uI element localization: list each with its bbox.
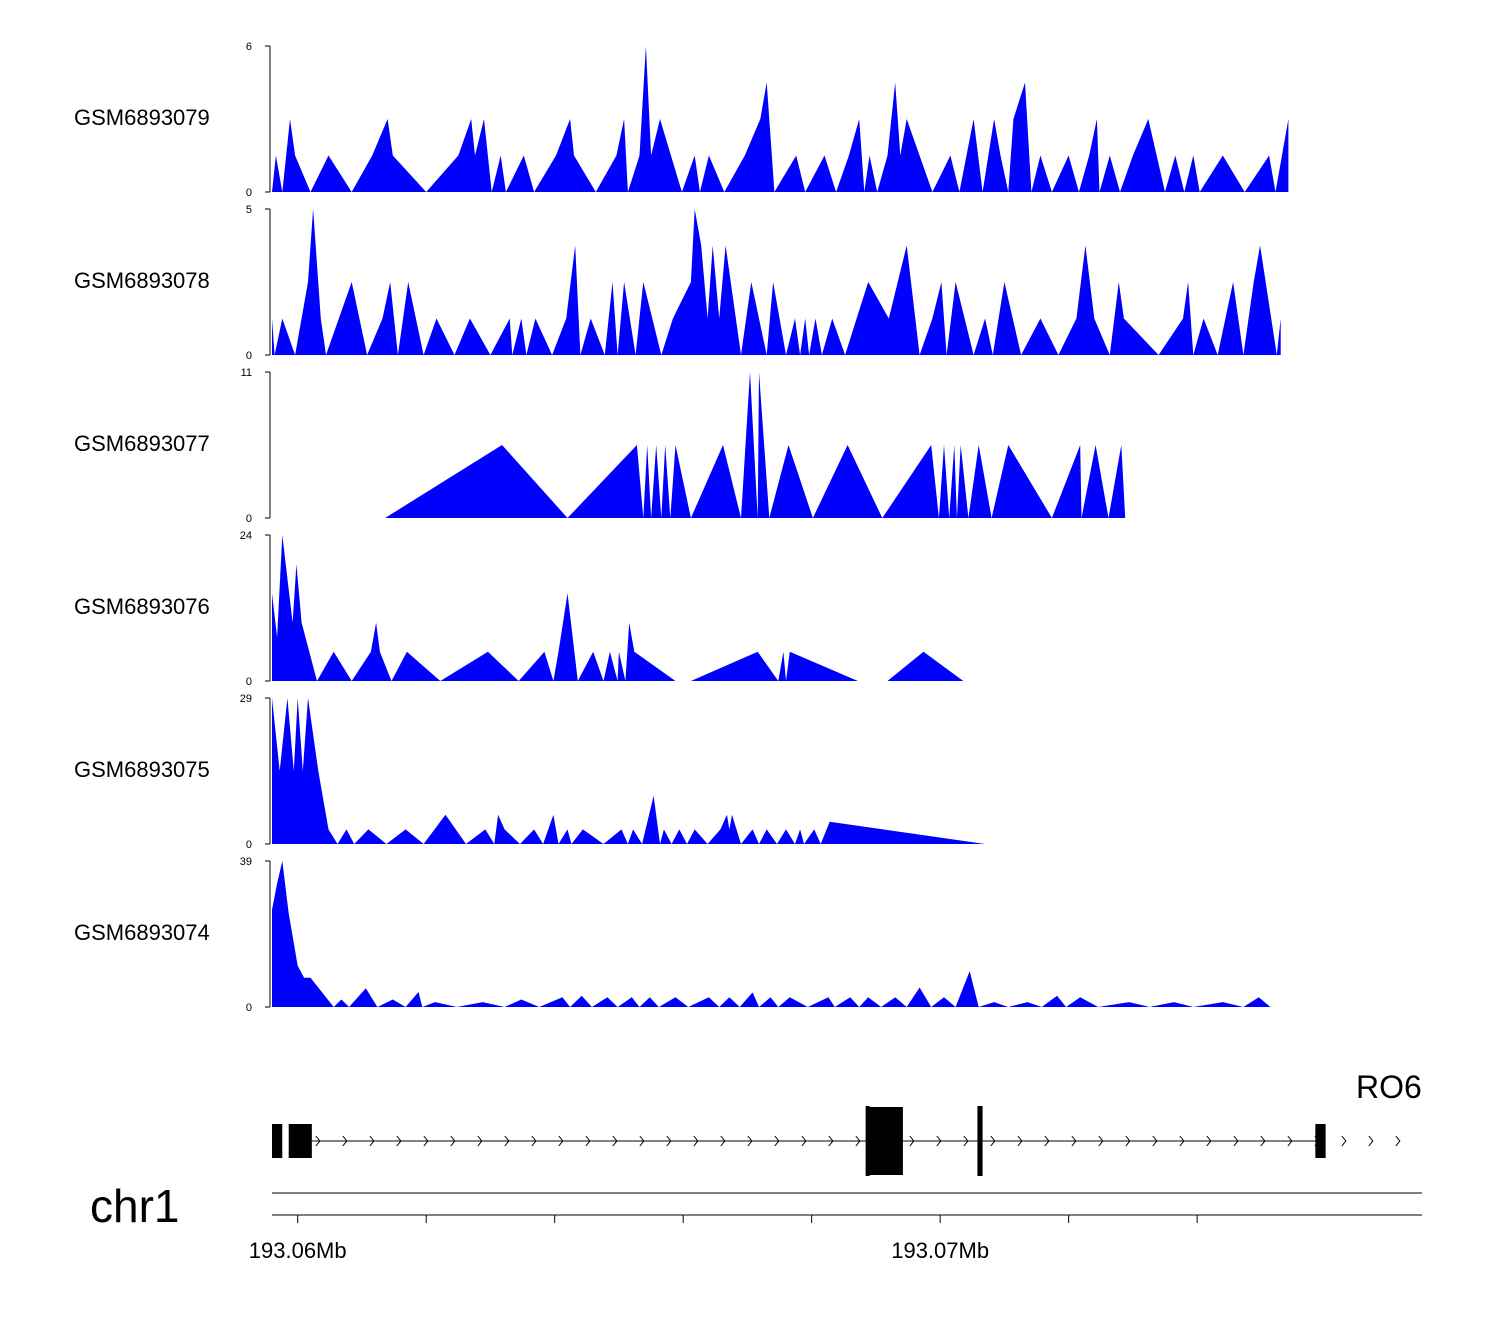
gene-exon <box>977 1106 983 1176</box>
coverage-area <box>272 535 1050 681</box>
y-max-label: 11 <box>241 367 252 379</box>
track-label: GSM6893078 <box>74 268 210 293</box>
strand-arrow <box>828 1135 834 1147</box>
track-label: GSM6893077 <box>74 431 210 456</box>
track-label: GSM6893074 <box>74 920 210 945</box>
gene-exon <box>272 1124 283 1158</box>
strand-arrow <box>963 1135 969 1147</box>
coverage-area <box>272 209 1281 355</box>
strand-arrow <box>1125 1135 1131 1147</box>
strand-arrow <box>1017 1135 1023 1147</box>
strand-arrow <box>747 1135 753 1147</box>
track-label: GSM6893079 <box>74 105 210 130</box>
strand-arrow <box>342 1135 348 1147</box>
track-GSM6893078: GSM6893078 5 0 <box>74 204 1281 362</box>
strand-arrow <box>423 1135 429 1147</box>
genome-axis: 193.06Mb 193.07Mb <box>249 1192 1422 1263</box>
strand-arrow <box>855 1135 861 1147</box>
y-max-label: 24 <box>240 530 252 542</box>
strand-arrow <box>1287 1135 1293 1147</box>
strand-arrow <box>1152 1135 1158 1147</box>
strand-arrow <box>558 1135 564 1147</box>
y-max-label: 29 <box>240 693 252 705</box>
strand-arrow <box>612 1135 618 1147</box>
strand-arrow <box>774 1135 780 1147</box>
track-label: GSM6893075 <box>74 757 210 782</box>
y-min-label: 0 <box>246 350 252 362</box>
strand-arrow <box>1341 1135 1347 1147</box>
strand-arrow <box>450 1135 456 1147</box>
strand-arrow <box>1098 1135 1104 1147</box>
strand-arrow <box>315 1135 321 1147</box>
coverage-area <box>272 698 986 844</box>
strand-arrow <box>396 1135 402 1147</box>
strand-arrow <box>1368 1135 1374 1147</box>
strand-arrow <box>909 1135 915 1147</box>
strand-arrow <box>1044 1135 1050 1147</box>
strand-arrow <box>1395 1135 1401 1147</box>
strand-arrow <box>1206 1135 1212 1147</box>
y-min-label: 0 <box>246 513 252 525</box>
track-GSM6893074: GSM6893074 39 0 <box>74 856 1271 1014</box>
strand-arrow <box>585 1135 591 1147</box>
strand-arrow <box>990 1135 996 1147</box>
track-GSM6893079: GSM6893079 6 0 <box>74 41 1289 199</box>
strand-arrow <box>1233 1135 1239 1147</box>
signal-tracks: GSM689307960GSM689307850GSM6893077110GSM… <box>74 41 1289 1014</box>
gene-annotation-track: RO6 <box>272 1069 1422 1176</box>
strand-arrow <box>720 1135 726 1147</box>
strand-arrow <box>936 1135 942 1147</box>
strand-arrow <box>504 1135 510 1147</box>
gene-exon <box>1315 1124 1326 1158</box>
gene-exon <box>288 1124 312 1158</box>
gene-exon <box>865 1106 870 1176</box>
track-GSM6893077: GSM6893077 11 0 <box>74 367 1126 525</box>
coverage-area <box>272 861 1271 1007</box>
coverage-area <box>272 46 1289 192</box>
y-min-label: 0 <box>246 676 252 688</box>
gene-name-label: RO6 <box>1356 1069 1422 1105</box>
y-min-label: 0 <box>246 187 252 199</box>
strand-arrow <box>1179 1135 1185 1147</box>
strand-arrow <box>801 1135 807 1147</box>
strand-arrow <box>666 1135 672 1147</box>
coverage-area <box>385 372 1126 518</box>
track-label: GSM6893076 <box>74 594 210 619</box>
y-max-label: 39 <box>240 856 252 868</box>
track-GSM6893075: GSM6893075 29 0 <box>74 693 986 851</box>
y-min-label: 0 <box>246 1002 252 1014</box>
strand-arrow <box>1071 1135 1077 1147</box>
gene-exon <box>869 1107 903 1175</box>
strand-arrow <box>369 1135 375 1147</box>
strand-arrow <box>477 1135 483 1147</box>
strand-arrow <box>531 1135 537 1147</box>
axis-tick-label: 193.06Mb <box>249 1238 347 1263</box>
strand-arrow <box>693 1135 699 1147</box>
strand-arrow <box>1260 1135 1266 1147</box>
y-min-label: 0 <box>246 839 252 851</box>
axis-tick-label: 193.07Mb <box>891 1238 989 1263</box>
track-GSM6893076: GSM6893076 24 0 <box>74 530 1050 688</box>
strand-arrow <box>639 1135 645 1147</box>
chromosome-label: chr1 <box>90 1180 179 1232</box>
y-max-label: 6 <box>246 41 252 53</box>
y-max-label: 5 <box>246 204 252 216</box>
